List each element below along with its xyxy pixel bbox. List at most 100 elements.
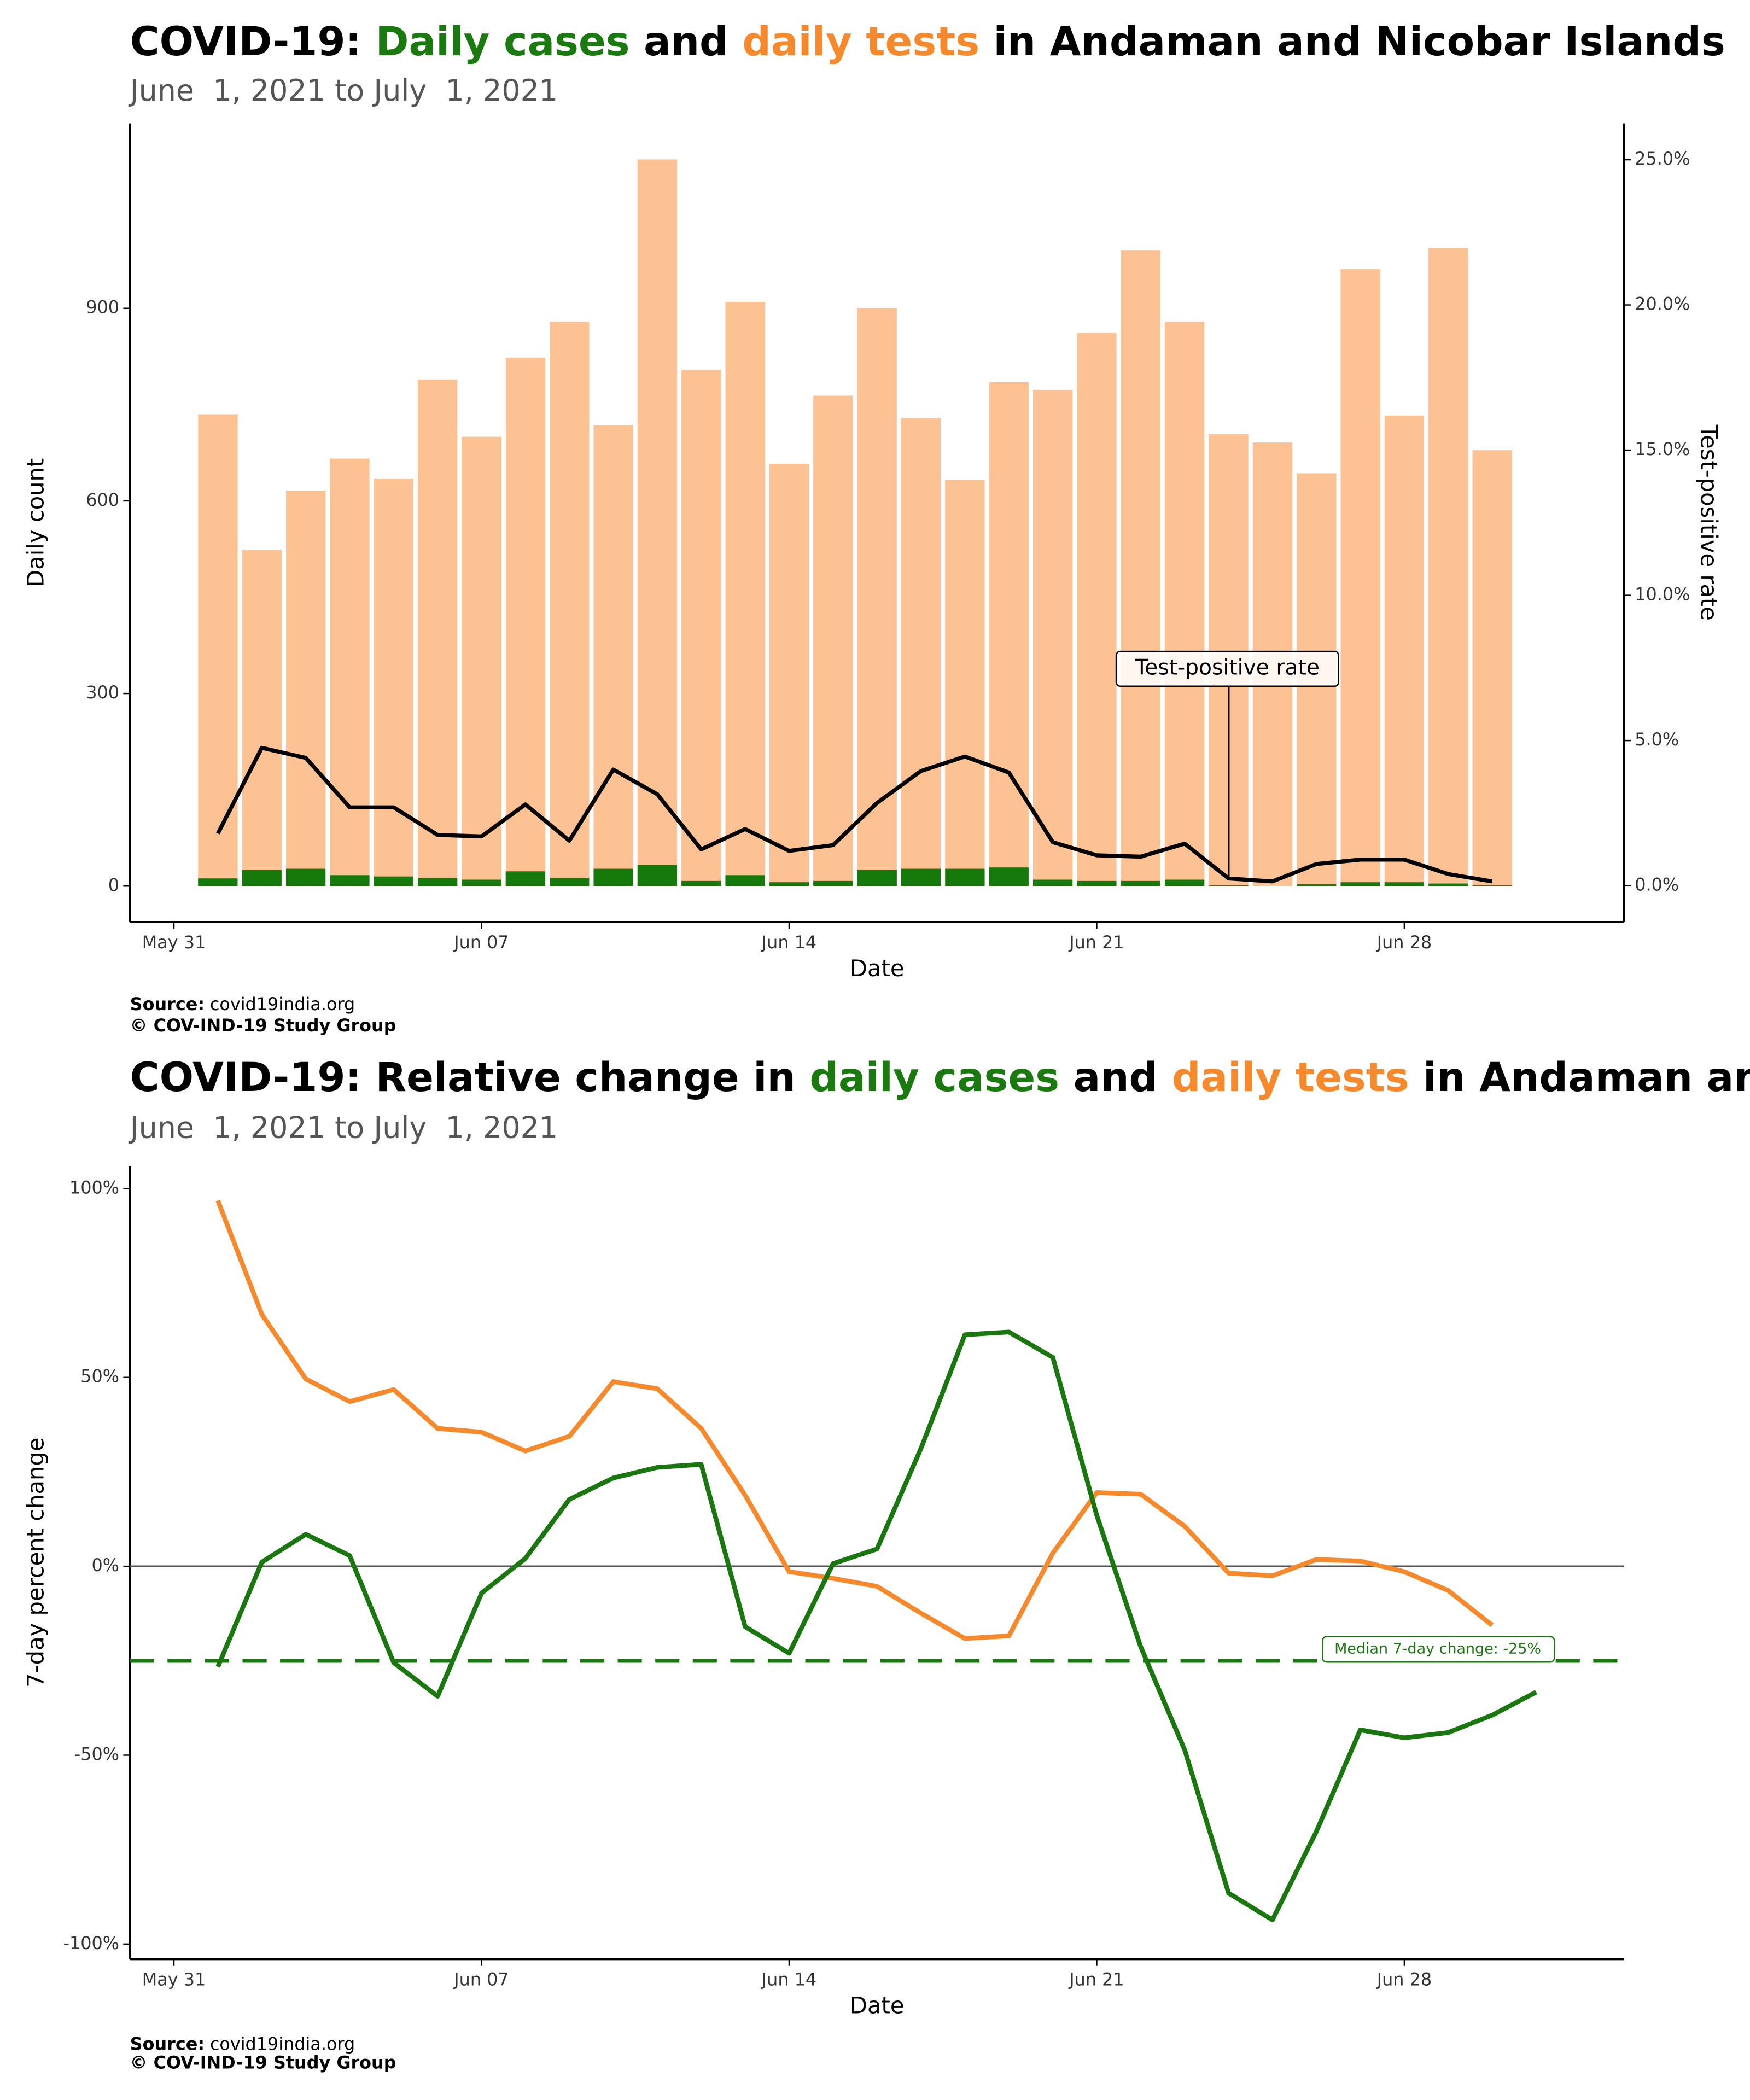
bar xyxy=(725,302,765,886)
bar xyxy=(330,458,370,886)
series-line xyxy=(216,745,1493,884)
bar xyxy=(901,418,941,886)
bar xyxy=(1121,880,1160,886)
x-tick-label: Jun 28 xyxy=(1376,1969,1432,1990)
bar xyxy=(374,876,413,886)
bar xyxy=(1077,880,1117,886)
bar xyxy=(681,880,721,886)
bar xyxy=(1472,885,1512,886)
bar xyxy=(857,870,897,886)
bar xyxy=(769,882,809,886)
x-axis-title: Date xyxy=(850,1992,905,2019)
bar xyxy=(505,871,546,886)
series-line xyxy=(215,1329,1537,1922)
x-tick-label: Jun 28 xyxy=(1376,932,1432,953)
bar xyxy=(462,436,501,886)
title-part: in Andaman and Nicobar Islands xyxy=(1409,1054,1750,1101)
bar xyxy=(989,867,1029,886)
x-tick-label: Jun 21 xyxy=(1068,1969,1124,1990)
bar xyxy=(285,868,326,886)
y-axis-title: 7-day percent change xyxy=(22,1438,49,1688)
title-part: COVID-19: xyxy=(130,19,376,65)
bar xyxy=(813,395,853,886)
credit: © COV-IND-19 Study Group xyxy=(130,1015,396,1036)
title-part: daily tests xyxy=(1172,1054,1409,1101)
y-tick-label: -100% xyxy=(63,1933,120,1953)
bar xyxy=(242,550,282,886)
source-text: covid19india.org xyxy=(210,2033,355,2054)
y-tick-label: 900 xyxy=(86,297,119,318)
title-part: COVID-19: Relative change in xyxy=(130,1054,810,1101)
source-label: Source: xyxy=(130,2033,205,2054)
y-tick-label: 50% xyxy=(80,1366,119,1387)
bar xyxy=(1164,322,1205,886)
bar xyxy=(550,322,590,886)
annotation: Test-positive rate xyxy=(1135,655,1320,680)
bar xyxy=(285,491,326,886)
series-line xyxy=(215,1199,1494,1641)
bar xyxy=(857,308,897,886)
y-tick-label: 0% xyxy=(92,1555,120,1576)
title-part: and xyxy=(630,19,743,65)
bar xyxy=(1340,269,1380,886)
annotation-box xyxy=(1115,650,1340,687)
bar xyxy=(1164,879,1205,886)
y2-tick-label: 0.0% xyxy=(1635,874,1679,895)
title-part: Daily cases xyxy=(376,19,630,65)
chart-title: COVID-19: Relative change in daily cases… xyxy=(130,1054,1750,1101)
bar xyxy=(989,382,1029,886)
bar xyxy=(813,880,853,886)
bar xyxy=(198,414,238,886)
median-label: Median 7-day change: -25% xyxy=(1334,1640,1541,1657)
y2-axis-title: Test-positive rate xyxy=(1696,424,1723,621)
bar xyxy=(417,380,458,886)
y-tick-label: 0 xyxy=(108,874,119,895)
bar xyxy=(637,865,678,886)
bar xyxy=(550,878,590,886)
bar xyxy=(1032,879,1073,886)
bar xyxy=(198,878,238,886)
chart-title: COVID-19: Daily cases and daily tests in… xyxy=(130,19,1725,65)
title-part: daily tests xyxy=(742,19,979,65)
title-part: daily cases xyxy=(809,1054,1059,1101)
bar xyxy=(945,480,985,886)
bar xyxy=(1428,248,1468,886)
bar xyxy=(945,868,985,886)
x-tick-label: Jun 21 xyxy=(1068,932,1124,953)
y-tick-label: 100% xyxy=(69,1177,119,1198)
bar xyxy=(462,879,501,886)
x-tick-label: Jun 14 xyxy=(761,932,816,953)
chart-subtitle: June 1, 2021 to July 1, 2021 xyxy=(129,1110,558,1145)
title-part: in Andaman and Nicobar Islands xyxy=(979,19,1725,65)
y2-tick-label: 25.0% xyxy=(1635,148,1690,169)
y-tick-label: 600 xyxy=(86,489,119,510)
bar xyxy=(725,875,765,886)
chart-subtitle: June 1, 2021 to July 1, 2021 xyxy=(129,73,558,108)
bar xyxy=(637,159,678,886)
bar xyxy=(242,870,282,886)
bar xyxy=(1121,250,1160,886)
bar xyxy=(1428,883,1468,886)
y2-tick-label: 10.0% xyxy=(1635,584,1690,605)
bar xyxy=(769,463,809,886)
y2-tick-label: 20.0% xyxy=(1635,294,1690,314)
x-tick-label: Jun 07 xyxy=(453,1969,509,1990)
median-label-box xyxy=(1322,1636,1555,1663)
bar xyxy=(1032,389,1073,886)
bar xyxy=(681,370,721,886)
x-tick-label: May 31 xyxy=(142,932,206,953)
source: Source: covid19india.org xyxy=(130,2033,355,2054)
y-tick-label: -50% xyxy=(74,1743,119,1764)
source-label: Source: xyxy=(130,994,205,1014)
bar xyxy=(1077,332,1117,886)
bar xyxy=(1384,415,1425,886)
bar xyxy=(1472,450,1512,886)
x-tick-label: Jun 07 xyxy=(453,932,509,953)
bar xyxy=(1297,884,1337,886)
bar xyxy=(330,875,370,886)
bar xyxy=(1340,882,1380,886)
bar xyxy=(901,868,941,886)
y-axis-title: Daily count xyxy=(22,458,49,587)
x-tick-label: May 31 xyxy=(142,1969,206,1990)
